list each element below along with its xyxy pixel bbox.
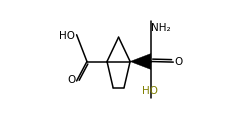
Text: HO: HO [59,31,75,41]
Text: O: O [174,57,183,67]
Text: NH₂: NH₂ [151,23,171,33]
Polygon shape [130,54,151,69]
Text: O: O [67,75,75,85]
Text: HO: HO [142,86,158,96]
